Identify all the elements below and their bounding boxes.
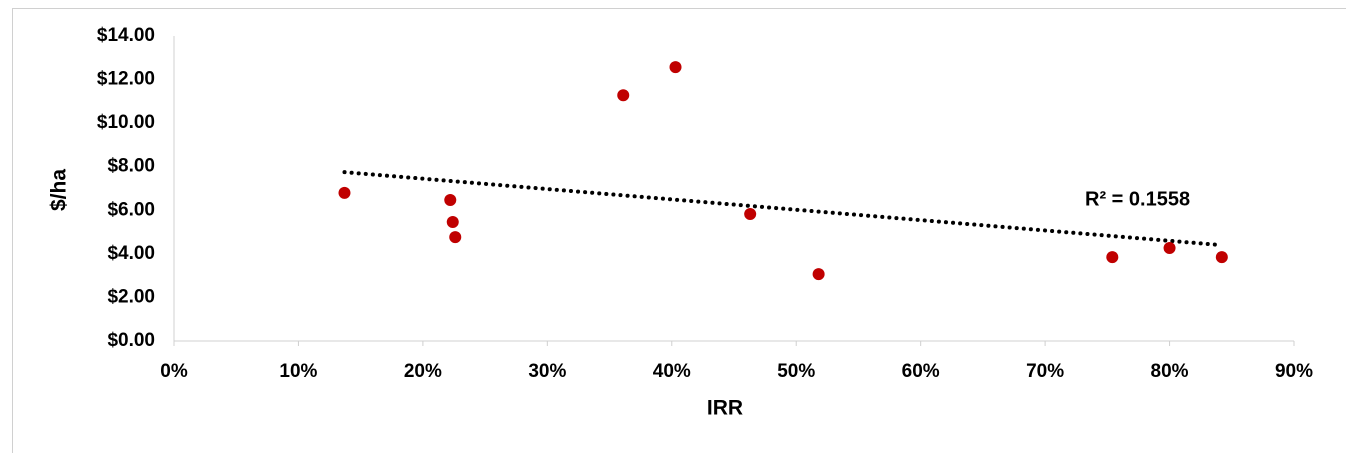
x-tick-label: 80%	[1151, 361, 1189, 382]
x-tick-label: 40%	[653, 361, 691, 382]
point	[1215, 251, 1228, 264]
y-tick-label: $12.00	[97, 69, 155, 90]
x-tick-label: 10%	[279, 361, 317, 382]
x-tick-label: 20%	[404, 361, 442, 382]
y-tick-label: $14.00	[97, 25, 155, 46]
point	[812, 268, 825, 281]
y-tick-label: $4.00	[107, 243, 155, 264]
x-tick-label: 60%	[902, 361, 940, 382]
y-axis-title: $/ha	[48, 169, 71, 211]
point	[1163, 241, 1176, 254]
point	[449, 231, 462, 244]
trendline	[342, 170, 1224, 248]
point	[669, 61, 682, 74]
x-axis-title: IRR	[707, 397, 743, 420]
x-tick-label: 30%	[528, 361, 566, 382]
point	[444, 194, 457, 207]
x-tick-label: 90%	[1275, 361, 1313, 382]
point	[617, 89, 630, 102]
x-tick-label: 50%	[777, 361, 815, 382]
point	[744, 207, 757, 220]
y-tick-label: $2.00	[107, 286, 155, 307]
y-tick-label: $8.00	[107, 156, 155, 177]
y-tick-label: $6.00	[107, 199, 155, 220]
x-tick-label: 70%	[1026, 361, 1064, 382]
x-tick-label: 0%	[160, 361, 188, 382]
chart-frame	[12, 8, 1346, 453]
point	[338, 186, 351, 199]
point	[1106, 251, 1119, 264]
r-squared: R² = 0.1558	[1085, 188, 1190, 210]
y-tick-label: $0.00	[107, 330, 155, 351]
point	[446, 216, 459, 229]
y-tick-label: $10.00	[97, 112, 155, 133]
